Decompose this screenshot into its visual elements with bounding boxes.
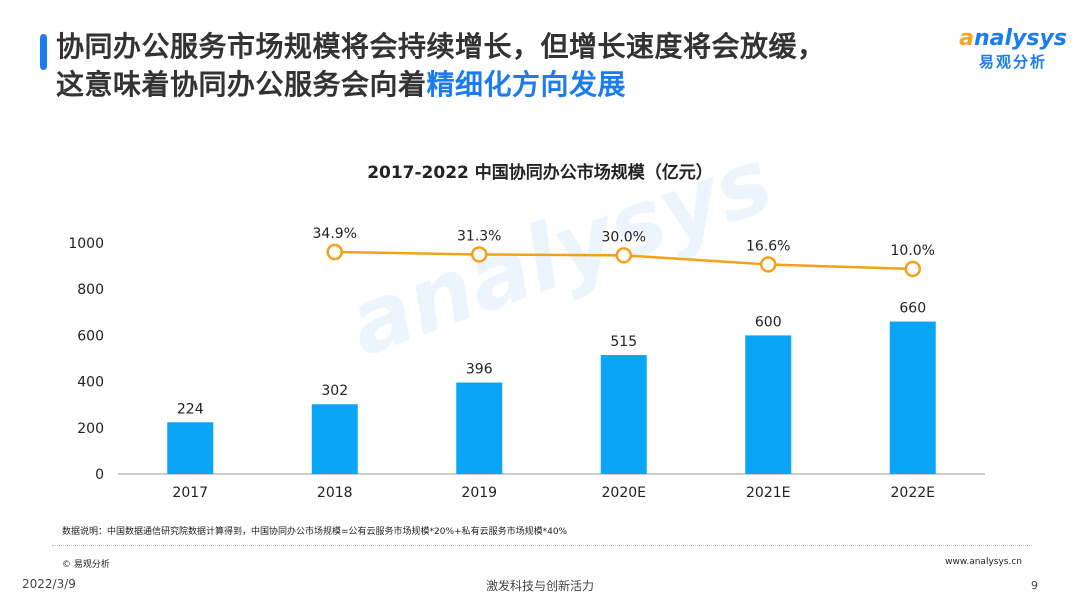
copyright: © 易观分析 bbox=[62, 560, 110, 570]
title-line-1: 协同办公服务市场规模将会持续增长，但增长速度将会放缓， bbox=[56, 30, 826, 63]
logo-en: nalysys bbox=[973, 26, 1067, 51]
divider bbox=[52, 545, 1032, 546]
x-tick-label: 2022E bbox=[891, 485, 935, 501]
x-tick-label: 2018 bbox=[317, 485, 353, 501]
x-tick-label: 2020E bbox=[602, 485, 646, 501]
bar-value-label: 396 bbox=[466, 362, 493, 378]
bar-value-label: 224 bbox=[177, 401, 204, 417]
bar bbox=[600, 355, 647, 474]
analysys-logo: analysys 易观分析 bbox=[958, 26, 1068, 72]
logo-cn: 易观分析 bbox=[978, 53, 1047, 71]
logo-a: a bbox=[959, 26, 974, 51]
title-highlight: 精细化方向发展 bbox=[426, 68, 627, 101]
y-tick-label: 200 bbox=[77, 421, 104, 437]
bar-value-label: 302 bbox=[321, 383, 348, 399]
bar bbox=[745, 335, 792, 474]
growth-point bbox=[904, 260, 921, 278]
page-number: 9 bbox=[1031, 579, 1038, 592]
y-tick-label: 400 bbox=[77, 375, 104, 391]
title-accent-bar bbox=[40, 34, 47, 70]
title-line-2-prefix: 这意味着协同办公服务会向着 bbox=[56, 68, 427, 101]
bar bbox=[456, 382, 503, 474]
growth-label: 34.9% bbox=[313, 226, 357, 242]
y-tick-label: 800 bbox=[77, 282, 104, 298]
chart-title: 2017-2022 中国协同办公市场规模（亿元） bbox=[367, 163, 713, 183]
growth-point bbox=[760, 256, 777, 273]
growth-label: 31.3% bbox=[457, 228, 501, 244]
page-title: 协同办公服务市场规模将会持续增长，但增长速度将会放缓， 这意味着协同办公服务会向… bbox=[56, 28, 826, 104]
website-link[interactable]: www.analysys.cn bbox=[945, 557, 1022, 567]
growth-label: 16.6% bbox=[746, 238, 790, 254]
growth-label: 30.0% bbox=[602, 229, 646, 245]
bar-value-label: 600 bbox=[755, 314, 782, 330]
bar bbox=[167, 422, 214, 474]
title-line-2: 这意味着协同办公服务会向着精细化方向发展 bbox=[56, 66, 826, 104]
growth-point bbox=[326, 243, 343, 261]
y-tick-label: 600 bbox=[77, 328, 104, 344]
growth-label: 10.0% bbox=[891, 243, 935, 259]
bar bbox=[889, 321, 936, 474]
x-tick-label: 2017 bbox=[172, 485, 208, 501]
bar bbox=[311, 404, 358, 474]
y-tick-label: 0 bbox=[95, 467, 104, 483]
bar-value-label: 660 bbox=[899, 301, 926, 317]
data-note: 数据说明：中国数据通信研究院数据计算得到，中国协同办公市场规模=公有云服务市场规… bbox=[62, 527, 568, 537]
bar-value-label: 515 bbox=[610, 334, 637, 350]
growth-point bbox=[471, 246, 488, 263]
date: 2022/3/9 bbox=[22, 577, 76, 591]
growth-point bbox=[615, 247, 632, 264]
y-tick-label: 1000 bbox=[68, 236, 104, 252]
x-tick-label: 2021E bbox=[746, 485, 790, 501]
x-tick-label: 2019 bbox=[461, 485, 497, 501]
slogan: 激发科技与创新活力 bbox=[485, 579, 594, 593]
